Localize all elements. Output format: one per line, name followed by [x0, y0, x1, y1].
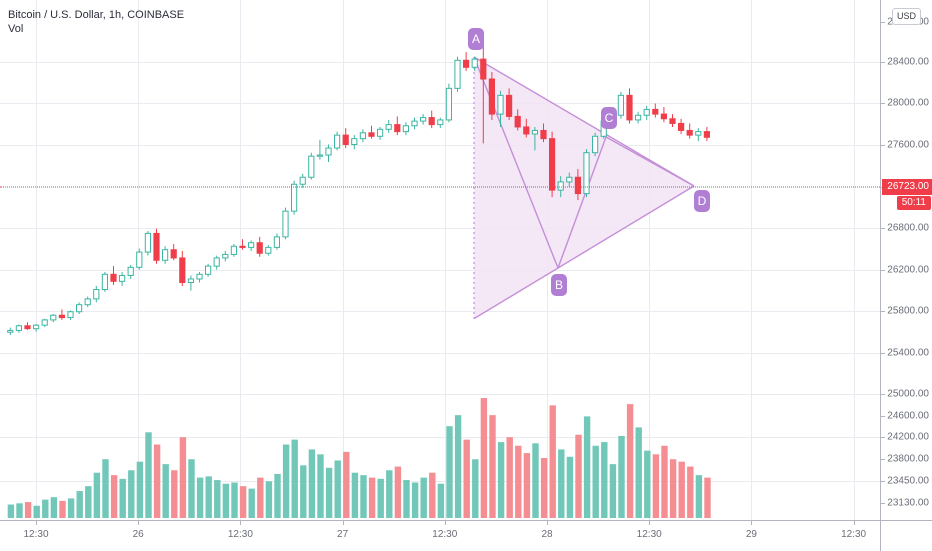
price-axis-tick	[881, 459, 885, 460]
price-axis[interactable]: 28800.0028400.0028000.0027600.0027200.00…	[880, 0, 932, 520]
price-axis-label: 25000.00	[887, 388, 929, 400]
price-axis-label: 23130.00	[887, 497, 929, 509]
price-axis-tick	[881, 311, 885, 312]
price-axis-tick	[881, 228, 885, 229]
time-axis-tick	[649, 521, 650, 525]
price-axis-tick	[881, 270, 885, 271]
time-axis-tick	[240, 521, 241, 525]
time-axis-tick	[343, 521, 344, 525]
triangle-vertex-b[interactable]: B	[551, 274, 567, 296]
time-axis-tick	[547, 521, 548, 525]
price-axis-tick	[881, 437, 885, 438]
time-axis-tick	[138, 521, 139, 525]
time-axis[interactable]: 12:30 26 12:30 27 12:30 28 12:30 29 12:30	[0, 520, 880, 551]
time-axis-label: 12:30	[23, 529, 49, 540]
price-axis-label: 24200.00	[887, 431, 929, 443]
price-axis-tick	[881, 416, 885, 417]
price-axis-label: 25400.00	[887, 347, 929, 359]
time-axis-label: 27	[337, 529, 349, 540]
triangle-vertex-d[interactable]: D	[694, 190, 710, 212]
triangle-vertex-a[interactable]: A	[468, 28, 484, 50]
time-axis-label: 28	[541, 529, 553, 540]
time-axis-tick	[854, 521, 855, 525]
price-axis-label: 26200.00	[887, 264, 929, 276]
currency-badge[interactable]: USD	[892, 8, 922, 25]
volume-bars	[7, 398, 711, 518]
price-axis-label: 24600.00	[887, 410, 929, 422]
chart-canvas[interactable]	[0, 0, 880, 520]
price-axis-tick	[881, 394, 885, 395]
bar-countdown-badge: 50:11	[896, 196, 931, 210]
price-axis-tick	[881, 503, 885, 504]
time-axis-label: 12:30	[227, 529, 253, 540]
price-axis-tick	[881, 22, 885, 23]
price-axis-tick	[881, 481, 885, 482]
time-axis-label: 29	[745, 529, 757, 540]
last-price-badge: 26723.00	[882, 179, 932, 195]
triangle-vertex-c[interactable]: C	[601, 107, 617, 129]
price-axis-label: 28400.00	[887, 56, 929, 68]
price-axis-tick	[881, 353, 885, 354]
chart-gridlines	[0, 0, 880, 520]
time-axis-tick	[36, 521, 37, 525]
price-axis-tick	[881, 145, 885, 146]
price-axis-label: 28000.00	[887, 97, 929, 109]
price-chart-pane[interactable]: A B C D	[0, 0, 880, 520]
last-price-line	[0, 186, 880, 188]
price-axis-label: 23800.00	[887, 453, 929, 465]
price-axis-label: 25800.00	[887, 305, 929, 317]
price-axis-label: 23450.00	[887, 475, 929, 487]
time-axis-label: 12:30	[841, 529, 867, 540]
candlestick-series	[7, 36, 710, 336]
time-axis-label: 12:30	[636, 529, 662, 540]
price-axis-label: 26800.00	[887, 222, 929, 234]
price-axis-tick	[881, 103, 885, 104]
time-axis-label: 26	[132, 529, 144, 540]
price-axis-label: 27600.00	[887, 139, 929, 151]
price-axis-tick	[881, 62, 885, 63]
time-axis-tick	[445, 521, 446, 525]
axis-corner	[880, 520, 932, 551]
time-axis-label: 12:30	[432, 529, 458, 540]
time-axis-tick	[751, 521, 752, 525]
